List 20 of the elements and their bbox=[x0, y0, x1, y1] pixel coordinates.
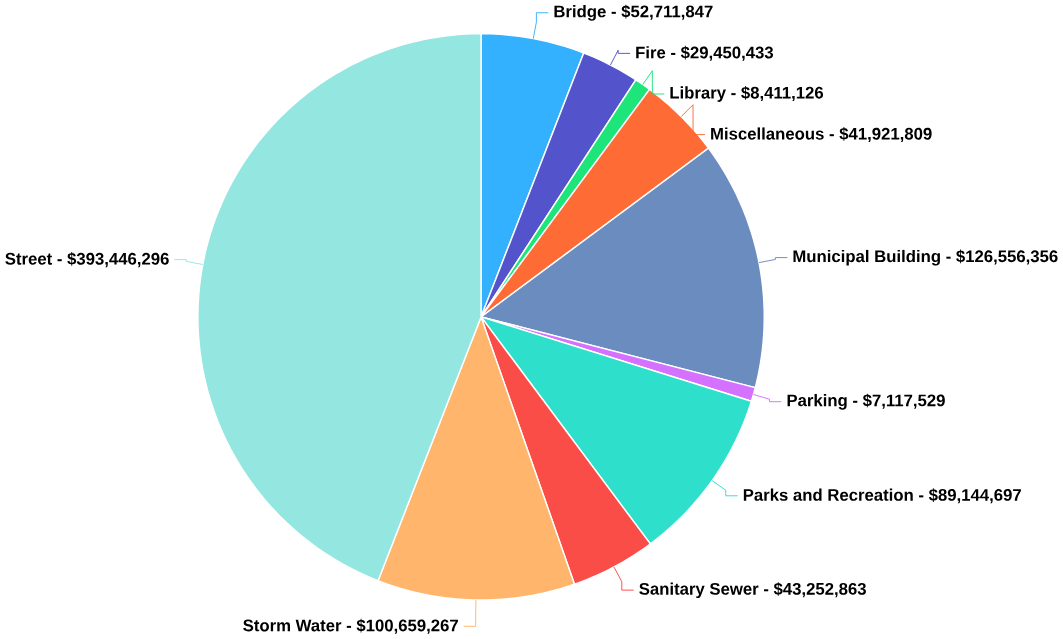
slice-label: Fire - bbox=[636, 46, 676, 59]
slice-label: Parks and Recreation - bbox=[743, 488, 924, 502]
data-label: $43,252,863 bbox=[773, 582, 866, 598]
data-label: $100,659,267 bbox=[356, 618, 458, 634]
slice-label: Miscellaneous - bbox=[711, 127, 834, 140]
slice-label: Parking - bbox=[787, 394, 858, 410]
slice-label: Storm Water - bbox=[243, 619, 352, 632]
data-label: $126,556,356 bbox=[956, 249, 1058, 265]
data-label: $89,144,697 bbox=[928, 488, 1021, 504]
data-label: $7,117,529 bbox=[862, 393, 945, 409]
slice-label: Sanitary Sewer - bbox=[639, 582, 769, 599]
slice-label: Street - bbox=[5, 253, 62, 265]
data-label: $41,921,809 bbox=[839, 127, 932, 143]
data-label: $393,446,296 bbox=[67, 252, 169, 268]
data-label: $8,411,126 bbox=[741, 86, 824, 102]
slice-label: Library - bbox=[670, 86, 736, 103]
slice-label: Bridge - bbox=[554, 5, 616, 21]
data-label: $29,450,433 bbox=[680, 46, 774, 62]
slice-label: Municipal Building - bbox=[793, 250, 951, 266]
data-label: $52,711,847 bbox=[621, 4, 713, 20]
